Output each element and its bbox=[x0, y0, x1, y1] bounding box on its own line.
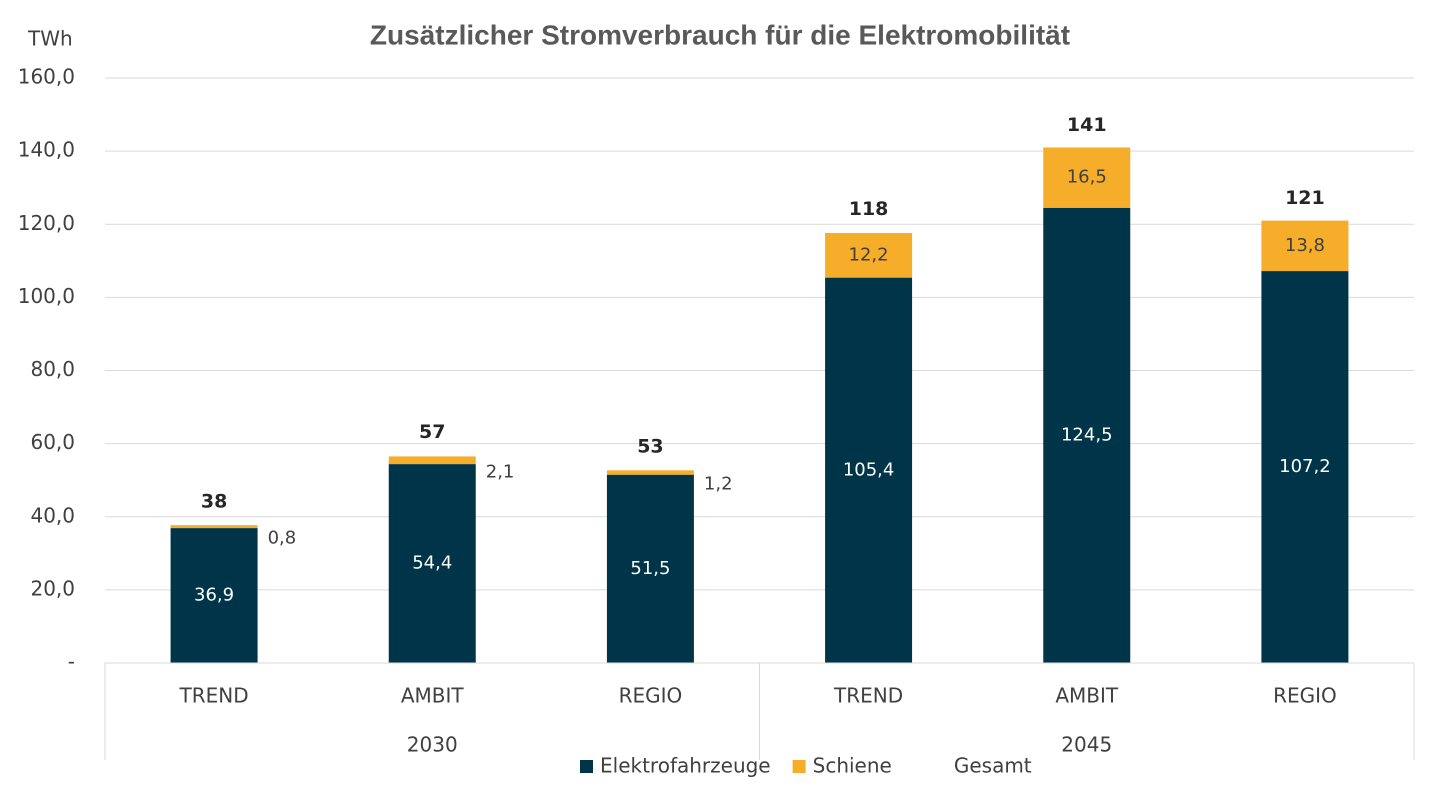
data-label: 107,2 bbox=[1279, 456, 1331, 477]
x-tick-label: TREND bbox=[179, 684, 249, 708]
data-label: 12,2 bbox=[849, 244, 889, 265]
chart-title: Zusätzlicher Stromverbrauch für die Elek… bbox=[370, 19, 1070, 50]
data-label: 13,8 bbox=[1285, 235, 1325, 256]
group-label: 2030 bbox=[407, 733, 458, 757]
legend-label: Schiene bbox=[813, 754, 892, 778]
data-label: 51,5 bbox=[630, 558, 670, 579]
y-tick-label: 160,0 bbox=[18, 65, 75, 89]
y-tick-label: 60,0 bbox=[30, 430, 75, 454]
group-label: 2045 bbox=[1061, 733, 1112, 757]
x-tick-label: AMBIT bbox=[1055, 684, 1119, 708]
bar-segment bbox=[825, 233, 913, 278]
bar-segment bbox=[170, 528, 258, 663]
y-tick-label: 20,0 bbox=[30, 576, 75, 600]
total-label: 53 bbox=[637, 436, 663, 458]
y-tick-label: 140,0 bbox=[18, 138, 75, 162]
bar-segment bbox=[388, 456, 476, 465]
bar-segment bbox=[1043, 147, 1131, 208]
legend-swatch bbox=[792, 760, 806, 773]
bar-segment bbox=[606, 470, 694, 475]
x-tick-label: AMBIT bbox=[401, 684, 465, 708]
total-label: 118 bbox=[849, 198, 889, 220]
data-label: 36,9 bbox=[194, 585, 234, 606]
y-tick-label: 80,0 bbox=[30, 357, 75, 381]
x-tick-label: REGIO bbox=[1273, 684, 1337, 708]
data-label: 105,4 bbox=[843, 459, 895, 480]
x-tick-label: REGIO bbox=[619, 684, 683, 708]
legend-label: Gesamt bbox=[954, 754, 1032, 778]
legend-label: Elektrofahrzeuge bbox=[600, 754, 771, 778]
total-label: 38 bbox=[201, 491, 227, 513]
data-label: 16,5 bbox=[1067, 167, 1107, 188]
bar-segment bbox=[825, 277, 913, 663]
data-label: 54,4 bbox=[412, 553, 452, 574]
bar-segment bbox=[388, 464, 476, 663]
y-tick-label: - bbox=[68, 650, 75, 674]
y-axis-label: TWh bbox=[27, 27, 73, 51]
bar-segment bbox=[606, 474, 694, 663]
legend-swatch bbox=[580, 760, 593, 773]
bar-segment bbox=[170, 525, 258, 529]
y-tick-label: 40,0 bbox=[30, 503, 75, 527]
bar-segment bbox=[1261, 220, 1349, 272]
data-label: 124,5 bbox=[1061, 424, 1113, 445]
data-label: 2,1 bbox=[486, 461, 515, 482]
y-tick-label: 120,0 bbox=[18, 211, 75, 235]
total-label: 141 bbox=[1067, 114, 1107, 136]
data-label: 1,2 bbox=[704, 474, 733, 495]
y-tick-label: 100,0 bbox=[18, 284, 75, 308]
bar-segment bbox=[1043, 207, 1131, 663]
total-label: 57 bbox=[419, 421, 445, 443]
x-tick-label: TREND bbox=[833, 684, 903, 708]
bar-segment bbox=[1261, 271, 1349, 663]
data-label: 0,8 bbox=[268, 528, 297, 549]
total-label: 121 bbox=[1285, 187, 1325, 209]
